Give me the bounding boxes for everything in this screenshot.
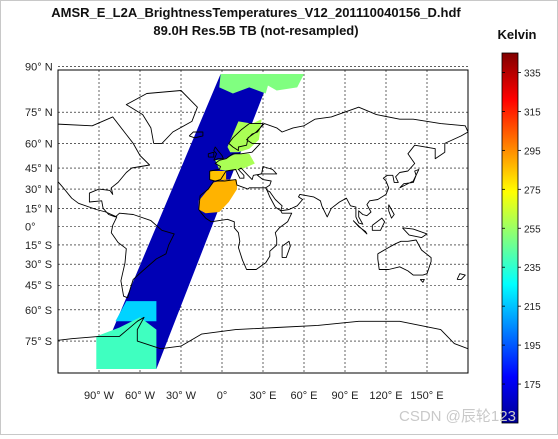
coastline [209,106,468,225]
colorbar [501,52,519,424]
swath-region-scandinavia-europe [227,119,262,153]
swath-region-polar-ice-north [219,74,272,94]
swath-ocean-background [96,74,272,369]
coastline [402,227,428,239]
colorbar-tick-label: 195 [524,341,541,352]
coastline [352,220,368,235]
colorbar-tick-label: 215 [524,302,541,313]
coastline [213,146,224,161]
y-tick-label: 15° S [25,240,52,252]
coastline [58,316,468,350]
colorbar-label: Kelvin [497,27,536,42]
y-tick-label: 45° S [25,280,52,292]
swath-region-scandinavia-europe [215,153,255,171]
y-tick-label: 75° S [25,336,52,348]
y-tick-label: 45° N [25,163,53,175]
colorbar-tick-label: 335 [524,68,541,79]
swath-region-iberia-north-africa [209,171,227,181]
coastline [371,217,386,231]
x-tick-label: 90° E [331,390,358,402]
x-tick-label: 30° E [249,390,276,402]
colorbar-tick-label: 295 [524,146,541,157]
coastline [377,239,432,276]
colorbar-tick-label: 175 [524,380,541,391]
swath-region-southern-ocean-transition [115,301,157,322]
y-tick-label: 75° N [25,107,53,119]
y-tick-label: 0° [25,222,36,234]
coastline [399,169,420,189]
colorbar-tick-label: 315 [524,107,541,118]
y-tick-label: 60° S [25,305,52,317]
coastline [58,116,175,299]
coastline [207,151,215,158]
coastline [198,179,293,270]
colorbar-tick-label: 275 [524,185,541,196]
x-tick-label: 0° [217,390,228,402]
swath-region-polar-ice-north [265,74,304,91]
x-tick-label: 60° E [290,390,317,402]
swath-region-sahara [198,179,237,214]
colorbar-tick-label: 235 [524,263,541,274]
coastline [388,204,395,219]
y-tick-label: 30° S [25,259,52,271]
coastline [188,131,204,139]
coastline [125,90,198,144]
colorbar-ticks: 175 195 215 235 255 275 295 315 335 [502,68,541,391]
colorbar-tick-label: 255 [524,224,541,235]
chart-title-line-2: 89.0H Res.5B TB (not-resampled) [153,23,358,38]
coastline [419,278,425,283]
data-swath [96,74,304,369]
y-tick-label: 30° N [25,184,53,196]
x-tick-label: 120° E [369,390,402,402]
coastlines [58,90,468,350]
swath-region-antarctica [96,317,157,369]
coastline [456,273,466,280]
x-tick-label: 60° W [125,390,156,402]
y-tick-label: 90° N [25,61,53,73]
coastline [281,240,291,259]
x-tick-label: 30° W [166,390,197,402]
x-tick-label: 150° E [410,390,443,402]
y-tick-label: 15° N [25,203,53,215]
y-tick-labels: 90° N 75° N 60° N 45° N 30° N 15° N 0° 15° S 30°… [25,61,53,348]
x-tick-labels: 90° W 60° W 30° W 0° 30° E 60° E 90° E 120° E 15… [84,390,444,402]
x-tick-label: 90° W [84,390,115,402]
y-tick-label: 60° N [25,138,53,150]
chart-title-line-1: AMSR_E_L2A_BrightnessTemperatures_V12_20… [51,5,461,20]
watermark: CSDN @辰轮123 [399,408,516,425]
